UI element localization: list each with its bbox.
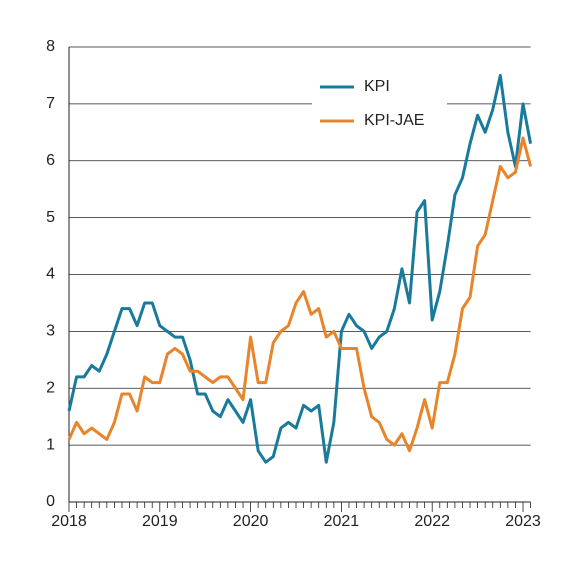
series-line: [67, 73, 533, 464]
x-tick-label: 2020: [233, 513, 269, 530]
x-tick-label: 2019: [142, 513, 178, 530]
legend-label: KPI-JAE: [364, 112, 424, 129]
x-tick-label: 2021: [324, 513, 360, 530]
x-tick-label: 2018: [51, 513, 87, 530]
y-tick-label: 8: [46, 38, 55, 55]
x-tick-label: 2023: [505, 513, 541, 530]
legend-label: KPI: [364, 78, 390, 95]
y-tick-label: 6: [46, 152, 55, 169]
y-tick-label: 7: [46, 95, 55, 112]
y-tick-label: 5: [46, 209, 55, 226]
y-tick-label: 3: [46, 323, 55, 340]
y-tick-label: 1: [46, 436, 55, 453]
y-tick-label: 4: [46, 266, 55, 283]
y-tick-label: 2: [46, 379, 55, 396]
series-line: [67, 136, 533, 453]
legend-box: [312, 59, 447, 137]
x-tick-label: 2022: [414, 513, 450, 530]
y-tick-label: 0: [46, 493, 55, 510]
